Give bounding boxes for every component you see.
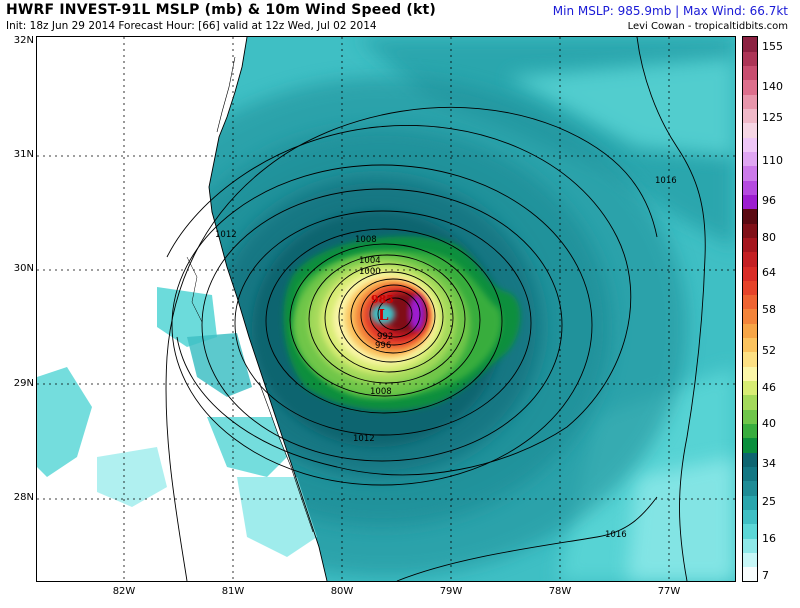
- wind-colorbar: [742, 36, 758, 582]
- colorbar-swatch: [743, 122, 757, 138]
- forecast-map: 1016 1016 1012 1012 1008 1008 1004 1000 …: [36, 36, 736, 582]
- colorbar-swatch: [743, 309, 757, 324]
- colorbar-swatch: [743, 65, 757, 81]
- land-area: [37, 37, 328, 581]
- isobar-label: 1008: [370, 387, 392, 397]
- lat-label: 31N: [13, 149, 34, 160]
- colorbar-label: 16: [762, 532, 776, 545]
- lat-label: 29N: [13, 378, 34, 389]
- colorbar-swatch: [743, 94, 757, 110]
- colorbar-swatch: [743, 251, 757, 267]
- isobars: [165, 37, 706, 581]
- colorbar-swatch: [743, 509, 757, 525]
- isobar-label: 996: [375, 341, 391, 351]
- lon-label: 79W: [439, 586, 463, 597]
- colorbar-label: 80: [762, 231, 776, 244]
- colorbar-swatch: [743, 323, 757, 339]
- lat-label: 30N: [13, 263, 34, 274]
- colorbar-label: 58: [762, 303, 776, 316]
- colorbar-label: 25: [762, 495, 776, 508]
- lon-label: 81W: [221, 586, 245, 597]
- colorbar-swatch: [743, 552, 757, 568]
- colorbar-swatch: [743, 466, 757, 482]
- colorbar-swatch: [743, 280, 757, 296]
- colorbar-swatch: [743, 351, 757, 367]
- lon-label: 80W: [330, 586, 354, 597]
- colorbar-swatch: [743, 151, 757, 167]
- colorbar-swatch: [743, 180, 757, 195]
- colorbar-swatch: [743, 495, 757, 510]
- colorbar-swatch: [743, 337, 757, 353]
- colorbar-swatch: [743, 37, 757, 52]
- colorbar-label: 96: [762, 194, 776, 207]
- lat-label: 32N: [13, 35, 34, 46]
- isobar-label: 1012: [353, 434, 375, 444]
- isobar-label: 1008: [355, 235, 377, 245]
- lon-label: 82W: [112, 586, 136, 597]
- colorbar-label: 34: [762, 457, 776, 470]
- colorbar-label: 52: [762, 344, 776, 357]
- colorbar-label: 155: [762, 40, 783, 53]
- min-pressure-label: 985: [371, 293, 394, 306]
- colorbar-swatch: [743, 480, 757, 496]
- storm-stats: Min MSLP: 985.9mb | Max Wind: 66.7kt: [552, 4, 788, 18]
- colorbar-swatch: [743, 380, 757, 396]
- colorbar-swatch: [743, 566, 757, 582]
- colorbar-swatch: [743, 223, 757, 238]
- colorbar-label: 125: [762, 111, 783, 124]
- isobar-label: 992: [377, 332, 393, 342]
- colorbar-swatch: [743, 208, 757, 224]
- colorbar-label: 110: [762, 154, 783, 167]
- colorbar-swatch: [743, 165, 757, 181]
- isobar-label: 1004: [359, 256, 381, 266]
- colorbar-label: 64: [762, 266, 776, 279]
- lon-label: 78W: [548, 586, 572, 597]
- colorbar-swatch: [743, 409, 757, 425]
- colorbar-swatch: [743, 137, 757, 153]
- lat-lon-grid: [37, 37, 735, 581]
- low-center: 985 L: [371, 293, 394, 324]
- colorbar-label: 46: [762, 381, 776, 394]
- colorbar-swatch: [743, 423, 757, 439]
- isobar-label: 1012: [215, 230, 237, 240]
- colorbar-swatch: [743, 366, 757, 382]
- colorbar-label: 7: [762, 569, 769, 582]
- colorbar-label: 40: [762, 417, 776, 430]
- colorbar-label: 140: [762, 80, 783, 93]
- colorbar-swatch: [743, 294, 757, 310]
- colorbar-swatch: [743, 538, 757, 553]
- colorbar-swatch: [743, 237, 757, 253]
- colorbar-swatch: [743, 394, 757, 410]
- colorbar-swatch: [743, 79, 757, 95]
- colorbar-swatch: [743, 108, 757, 124]
- colorbar-swatch: [743, 194, 757, 210]
- isobar-label: 1016: [655, 176, 677, 186]
- credit-label: Levi Cowan - tropicaltidbits.com: [627, 21, 788, 32]
- colorbar-swatch: [743, 437, 757, 453]
- isobar-labels: 1016 1016 1012 1012 1008 1008 1004 1000 …: [215, 176, 677, 540]
- isobar-label: 1000: [359, 267, 381, 277]
- colorbar-swatch: [743, 266, 757, 281]
- low-marker: L: [378, 306, 389, 324]
- map-title: HWRF INVEST-91L MSLP (mb) & 10m Wind Spe…: [6, 2, 437, 18]
- colorbar-swatch: [743, 523, 757, 539]
- lat-label: 28N: [13, 492, 34, 503]
- colorbar-swatch: [743, 51, 757, 67]
- colorbar-swatch: [743, 452, 757, 467]
- map-subtitle: Init: 18z Jun 29 2014 Forecast Hour: [66…: [6, 20, 377, 32]
- lon-label: 77W: [657, 586, 681, 597]
- isobar-label: 1016: [605, 530, 627, 540]
